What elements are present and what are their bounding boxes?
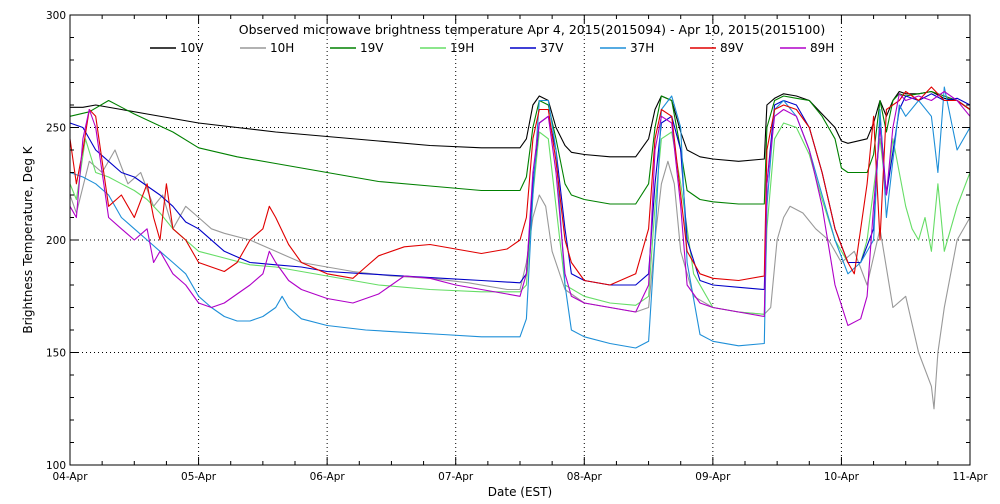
series-line-37h bbox=[69, 86, 971, 349]
legend: 10V 10H 19V 19H 37V 37H 89V 89H bbox=[150, 41, 834, 55]
x-axis-label: Date (EST) bbox=[488, 485, 552, 499]
x-tick-label: 07-Apr bbox=[438, 471, 474, 483]
legend-label-37h: 37H bbox=[630, 41, 654, 55]
series-line-10v bbox=[70, 90, 971, 162]
x-tick-label: 10-Apr bbox=[824, 471, 860, 483]
x-tick-label: 11-Apr bbox=[952, 471, 988, 483]
legend-label-89v: 89V bbox=[720, 41, 744, 55]
legend-label-19h: 19H bbox=[450, 41, 474, 55]
tick-layer: 04-Apr 05-Apr 06-Apr 07-Apr 08-Apr 09-Apr 10-A… bbox=[46, 10, 988, 483]
x-tick-label: 04-Apr bbox=[52, 471, 88, 483]
x-tick-label: 09-Apr bbox=[695, 471, 731, 483]
legend-label-37v: 37V bbox=[540, 41, 564, 55]
y-tick-label: 100 bbox=[46, 460, 66, 472]
y-axis-label: Brightness Temperature, Deg K bbox=[21, 145, 35, 333]
series-line-10h bbox=[69, 149, 971, 410]
series-line-89h bbox=[69, 90, 971, 327]
x-tick-label: 08-Apr bbox=[567, 471, 603, 483]
legend-label-10v: 10V bbox=[180, 41, 204, 55]
legend-label-19v: 19V bbox=[360, 41, 384, 55]
y-tick-label: 300 bbox=[46, 10, 66, 22]
series-line-19v bbox=[69, 90, 971, 205]
x-tick-label: 05-Apr bbox=[181, 471, 217, 483]
y-tick-label: 250 bbox=[46, 123, 66, 135]
chart-title: Observed microwave brightness temperatur… bbox=[239, 22, 825, 37]
legend-label-10h: 10H bbox=[270, 41, 294, 55]
x-tick-label: 06-Apr bbox=[310, 471, 346, 483]
series-line-37v bbox=[69, 93, 971, 291]
series-layer bbox=[69, 86, 971, 410]
series-line-89v bbox=[69, 86, 971, 286]
legend-label-89h: 89H bbox=[810, 41, 834, 55]
y-tick-label: 150 bbox=[46, 348, 66, 360]
grid-layer bbox=[70, 15, 970, 465]
y-tick-label: 200 bbox=[46, 235, 66, 247]
